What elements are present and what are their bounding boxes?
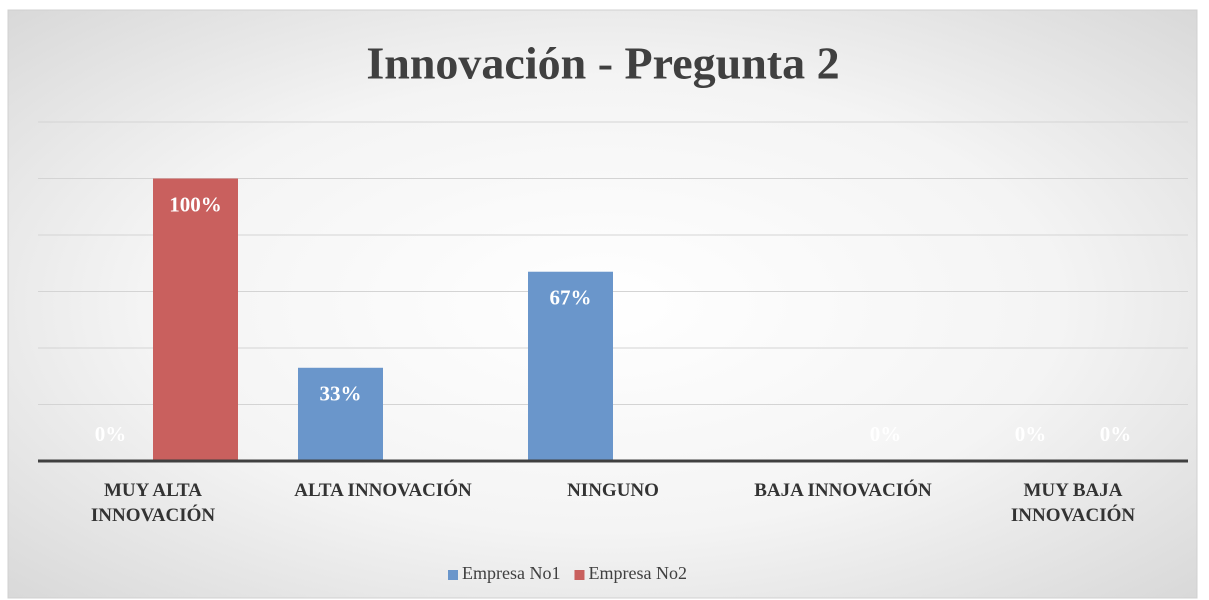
x-tick-label: NINGUNO [567,480,659,501]
data-label: 0% [95,422,127,446]
legend-swatch [448,570,458,580]
chart-title: Innovación - Pregunta 2 [366,38,839,89]
data-label: 33% [320,382,362,406]
data-label: 0% [1015,422,1047,446]
data-label: 100% [169,192,222,216]
data-label: 0% [870,422,902,446]
bar [528,271,613,461]
x-tick-label: MUY ALTA INNOVACIÓN [90,480,216,526]
x-tick-label: BAJA INNOVACIÓN [754,480,932,501]
bar [153,178,238,461]
legend-swatch [574,570,585,580]
data-label: 67% [550,286,592,310]
data-label: 0% [1100,422,1132,446]
legend-label: Empresa No2 [588,563,686,583]
bar [298,367,383,461]
x-tick-label: ALTA INNOVACIÓN [294,480,472,501]
x-tick-label: MUY BAJA INNOVACIÓN [1010,480,1136,526]
legend-label: Empresa No1 [462,563,560,583]
